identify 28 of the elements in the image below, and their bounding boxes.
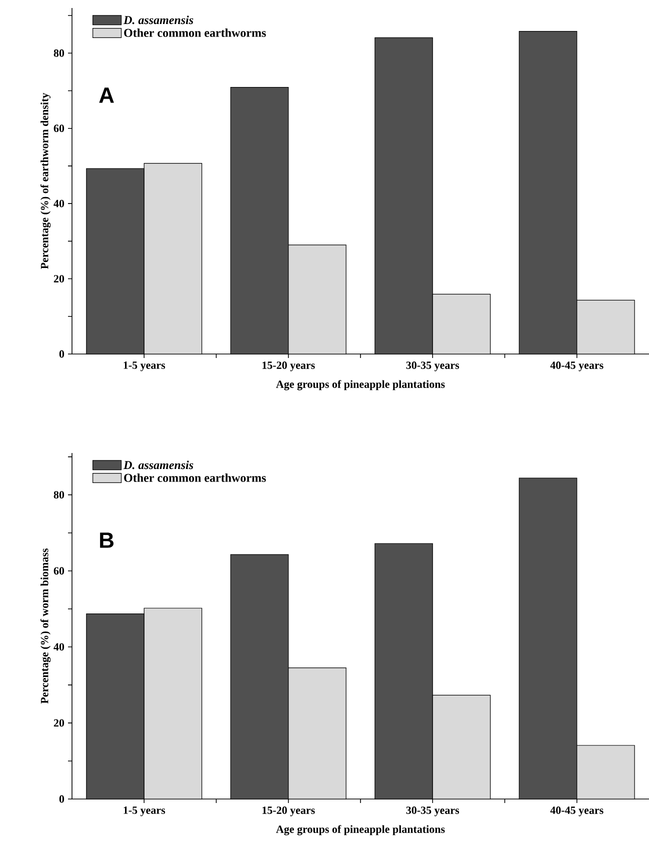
y-tick-label: 20 (54, 275, 64, 282)
x-tick-label: 40-45 years (550, 362, 604, 372)
y-tick-label: 60 (54, 567, 64, 575)
x-tick-label: 1-5 years (124, 806, 166, 816)
y-tick-label: 0 (59, 795, 64, 803)
annotation: B (100, 532, 114, 548)
legend-label: D. assamensis (123, 16, 194, 24)
x-tick-label: 15-20 years (262, 806, 315, 816)
x-axis-title: Age groups of pineapple plantations (276, 825, 445, 836)
y-tick-label: 80 (54, 49, 64, 57)
x-tick-label: 15-20 years (262, 362, 315, 372)
x-tick-label: 30-35 years (406, 806, 460, 816)
annotation: A (99, 88, 114, 103)
legend-label: Other common earthworms (124, 28, 266, 37)
y-tick-label: 40 (54, 643, 64, 651)
y-axis-title: Percentage (%) of earthworm density (40, 92, 51, 269)
x-tick-label: 40-45 years (550, 806, 604, 816)
y-tick-label: 40 (54, 200, 64, 208)
x-tick-label: 1-5 years (124, 362, 166, 372)
legend-label: D. assamensis (123, 460, 194, 470)
x-tick-label: 30-35 years (406, 362, 460, 372)
y-axis-title: Percentage (%) of worm biomass (40, 548, 51, 704)
y-tick-label: 20 (54, 719, 64, 727)
y-tick-label: 60 (54, 124, 64, 132)
x-axis-title: Age groups of pineapple plantations (276, 380, 445, 390)
y-tick-label: 80 (54, 491, 64, 499)
y-tick-label: 0 (59, 350, 64, 358)
legend-label: Other common earthworms (124, 473, 266, 482)
